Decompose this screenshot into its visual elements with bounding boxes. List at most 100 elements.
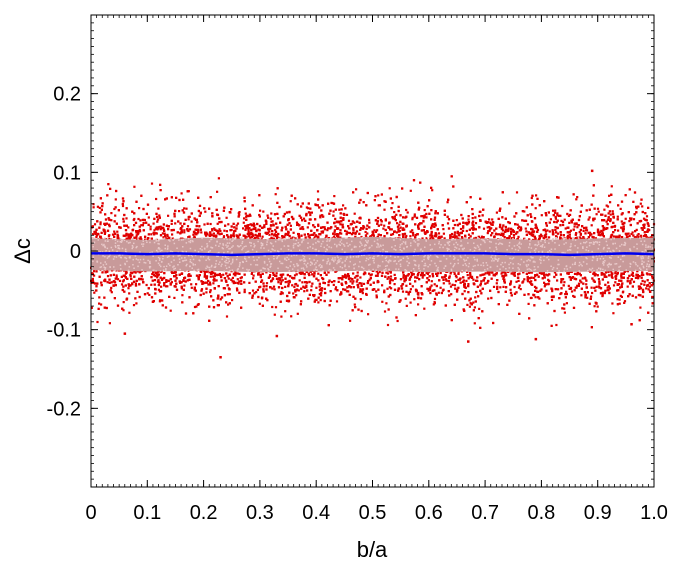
scatter-point — [261, 235, 264, 238]
scatter-point — [205, 234, 208, 237]
scatter-point — [533, 285, 537, 288]
scatter-point — [139, 230, 142, 233]
scatter-point — [157, 207, 160, 210]
scatter-point — [235, 224, 238, 227]
scatter-point — [582, 229, 585, 232]
scatter-point — [312, 275, 315, 278]
scatter-point — [410, 270, 413, 273]
scatter-point — [449, 285, 453, 288]
scatter-point — [573, 272, 577, 275]
scatter-point — [280, 276, 283, 279]
scatter-point — [332, 283, 335, 286]
scatter-point — [244, 224, 247, 228]
scatter-point — [586, 296, 589, 299]
scatter-point — [474, 228, 477, 231]
scatter-point — [353, 276, 357, 279]
scatter-point — [467, 233, 471, 236]
scatter-point — [225, 315, 229, 318]
scatter-point — [356, 271, 359, 274]
scatter-point — [465, 229, 468, 233]
scatter-point — [472, 278, 475, 281]
scatter-point — [259, 209, 262, 212]
scatter-point — [362, 282, 366, 285]
scatter-point — [490, 223, 493, 226]
scatter-point — [140, 224, 143, 227]
scatter-point — [609, 213, 612, 216]
scatter-point — [183, 284, 186, 287]
scatter-point — [292, 292, 295, 295]
scatter-point — [479, 282, 482, 285]
scatter-point — [290, 315, 293, 318]
scatter-point — [355, 280, 358, 283]
scatter-point — [627, 295, 630, 298]
scatter-point — [588, 216, 591, 219]
scatter-point — [637, 233, 640, 236]
scatter-point — [411, 216, 414, 219]
scatter-point — [413, 298, 416, 301]
scatter-point — [420, 222, 423, 225]
scatter-point — [622, 290, 625, 293]
scatter-point — [557, 288, 560, 291]
scatter-point — [606, 205, 610, 208]
scatter-point — [313, 272, 316, 275]
scatter-point — [309, 213, 312, 217]
scatter-point — [248, 281, 251, 284]
scatter-point — [630, 218, 633, 221]
scatter-point — [436, 272, 440, 275]
scatter-point — [145, 283, 148, 287]
scatter-point — [453, 272, 456, 275]
scatter-point — [530, 271, 533, 274]
scatter-point — [637, 275, 640, 278]
scatter-point — [544, 230, 547, 233]
scatter-point — [549, 218, 552, 221]
scatter-point — [617, 229, 620, 232]
scatter-point — [106, 281, 109, 284]
scatter-point — [231, 299, 234, 302]
scatter-point — [545, 273, 548, 276]
scatter-point — [450, 293, 453, 296]
scatter-point — [267, 216, 270, 219]
scatter-point — [166, 235, 169, 238]
scatter-point — [498, 226, 501, 229]
scatter-point — [604, 271, 607, 274]
scatter-point — [395, 213, 398, 216]
scatter-point — [566, 236, 569, 239]
scatter-point — [542, 229, 545, 232]
scatter-point — [473, 322, 476, 325]
scatter-point — [595, 213, 598, 216]
scatter-point — [238, 211, 241, 214]
scatter-point — [230, 228, 233, 232]
scatter-point — [535, 194, 538, 197]
scatter-point — [633, 236, 636, 239]
scatter-point — [307, 233, 310, 236]
scatter-point — [639, 287, 643, 290]
scatter-point — [423, 214, 426, 217]
scatter-point — [330, 280, 333, 284]
scatter-point — [401, 290, 405, 293]
scatter-point — [227, 303, 230, 306]
scatter-point — [420, 271, 423, 274]
scatter-point — [430, 284, 433, 287]
scatter-point — [556, 213, 559, 216]
scatter-point — [446, 222, 450, 225]
scatter-point — [195, 283, 198, 286]
scatter-point — [236, 222, 240, 225]
scatter-point — [303, 290, 306, 293]
scatter-point — [478, 307, 481, 310]
scatter-point — [597, 278, 600, 281]
scatter-point — [581, 277, 584, 280]
scatter-point — [393, 217, 396, 220]
scatter-point — [99, 223, 102, 226]
scatter-point — [566, 234, 570, 237]
scatter-point — [465, 279, 468, 282]
scatter-point — [281, 279, 284, 282]
scatter-point — [612, 235, 615, 238]
scatter-point — [340, 232, 343, 235]
scatter-point — [291, 284, 294, 287]
scatter-point — [284, 285, 287, 288]
scatter-point — [195, 305, 198, 308]
scatter-point — [345, 230, 348, 233]
scatter-point — [560, 279, 563, 282]
scatter-point — [630, 232, 633, 236]
scatter-point — [375, 290, 378, 293]
